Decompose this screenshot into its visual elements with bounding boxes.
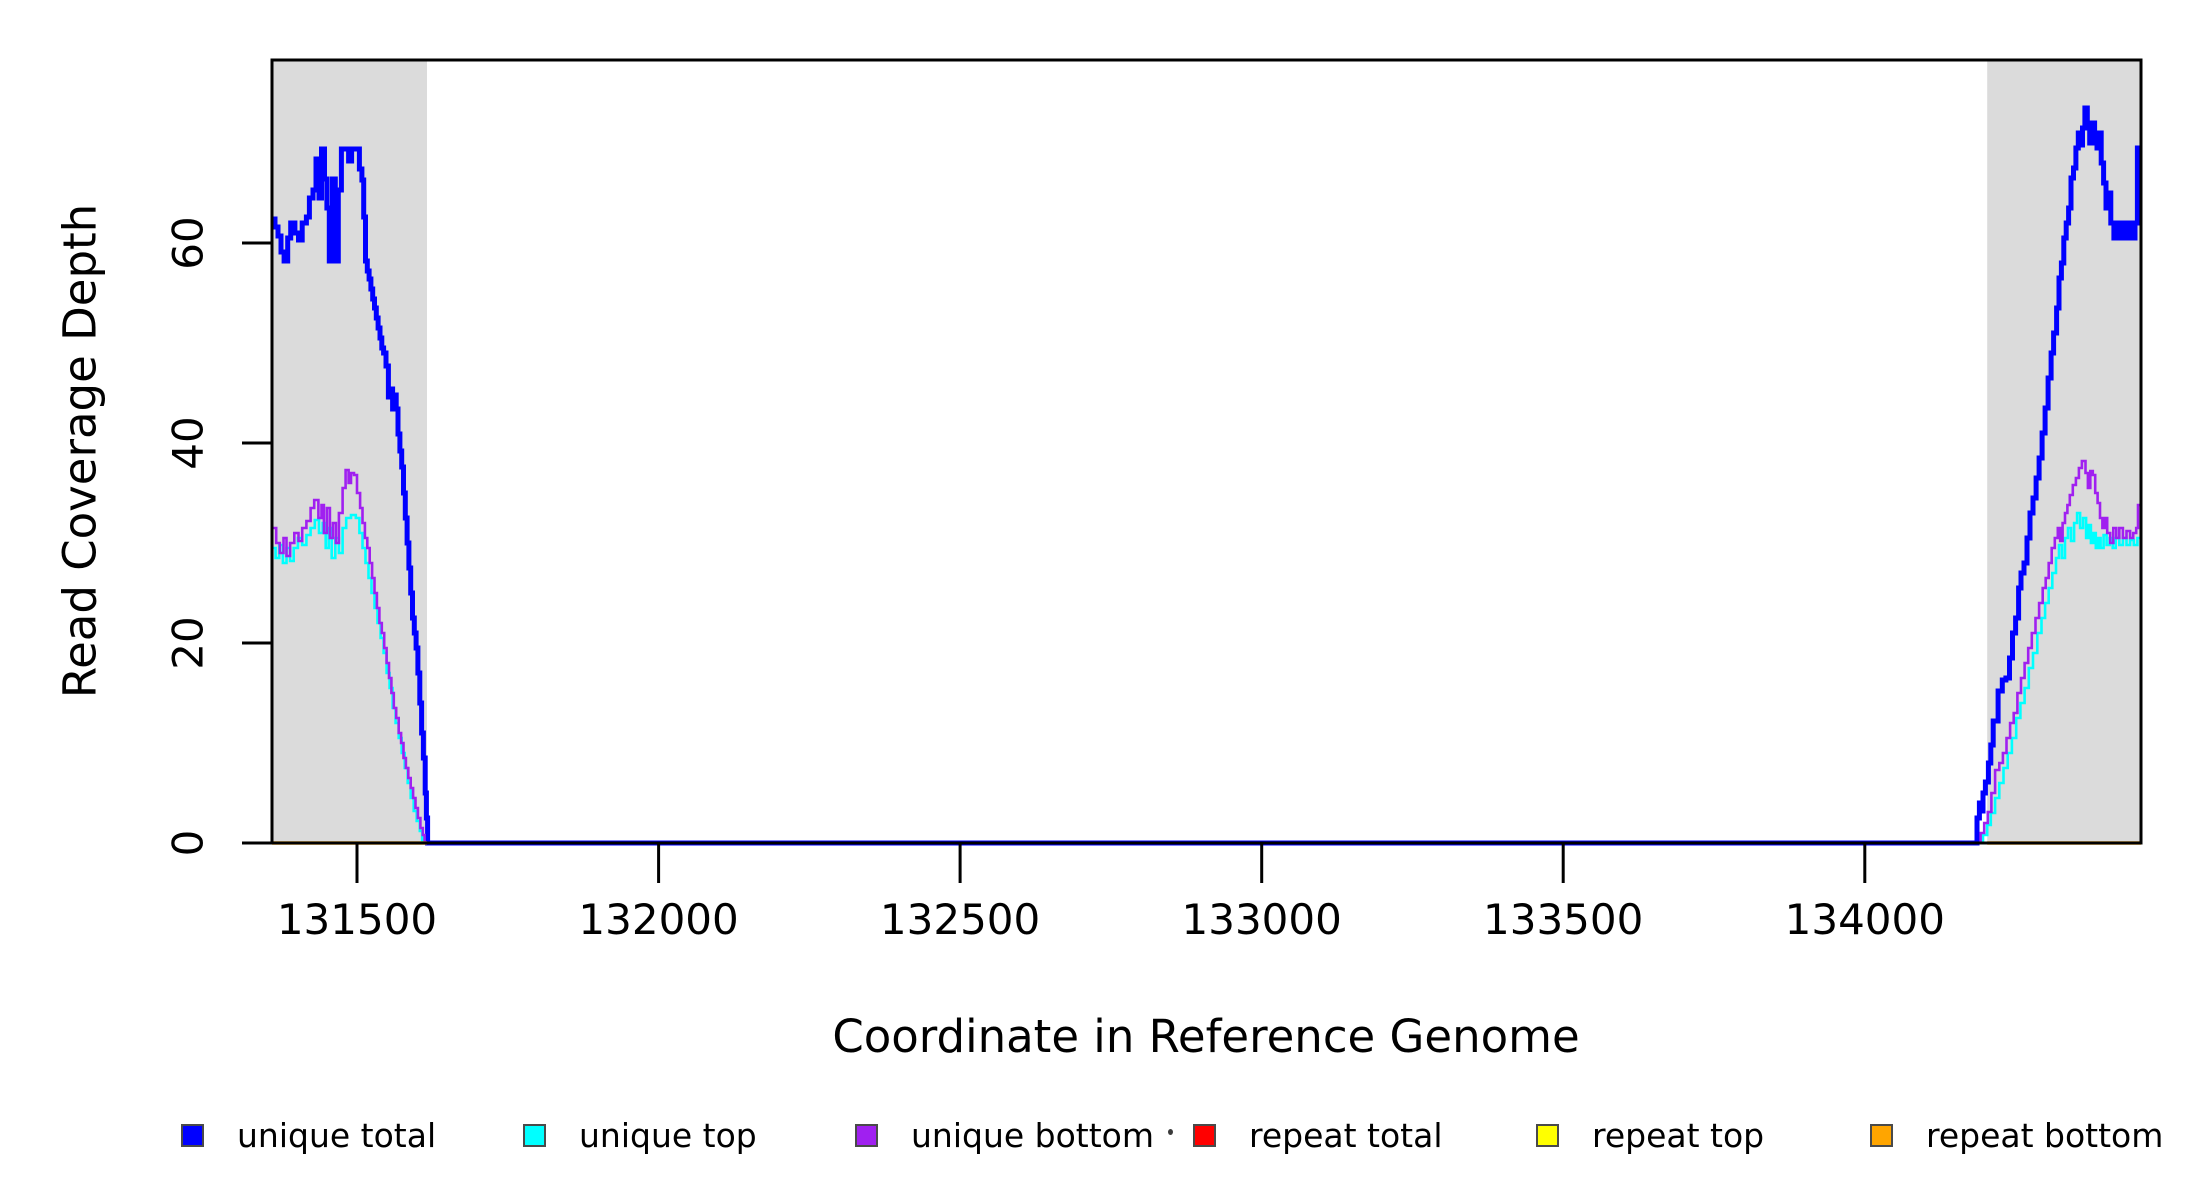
series-unique-top	[272, 511, 2141, 845]
y-axis-title: Read Coverage Depth	[53, 203, 107, 699]
y-tick-label: 20	[164, 616, 213, 669]
series-unique-total	[272, 105, 2141, 846]
x-tick-label: 134000	[1785, 895, 1945, 944]
x-tick-label: 133000	[1182, 895, 1342, 944]
stray-dot	[1168, 1129, 1173, 1135]
x-tick-label: 131500	[277, 895, 437, 944]
y-tick-label: 40	[164, 416, 213, 469]
x-axis-title: Coordinate in Reference Genome	[832, 1010, 1580, 1063]
plot-box	[270, 58, 2143, 845]
y-tick-label: 0	[164, 830, 213, 857]
x-tick-label: 133500	[1483, 895, 1643, 944]
series-unique-bottom	[272, 459, 2141, 845]
y-tick-label: 60	[164, 216, 213, 269]
x-tick-label: 132500	[880, 895, 1040, 944]
x-tick-label: 132000	[578, 895, 738, 944]
